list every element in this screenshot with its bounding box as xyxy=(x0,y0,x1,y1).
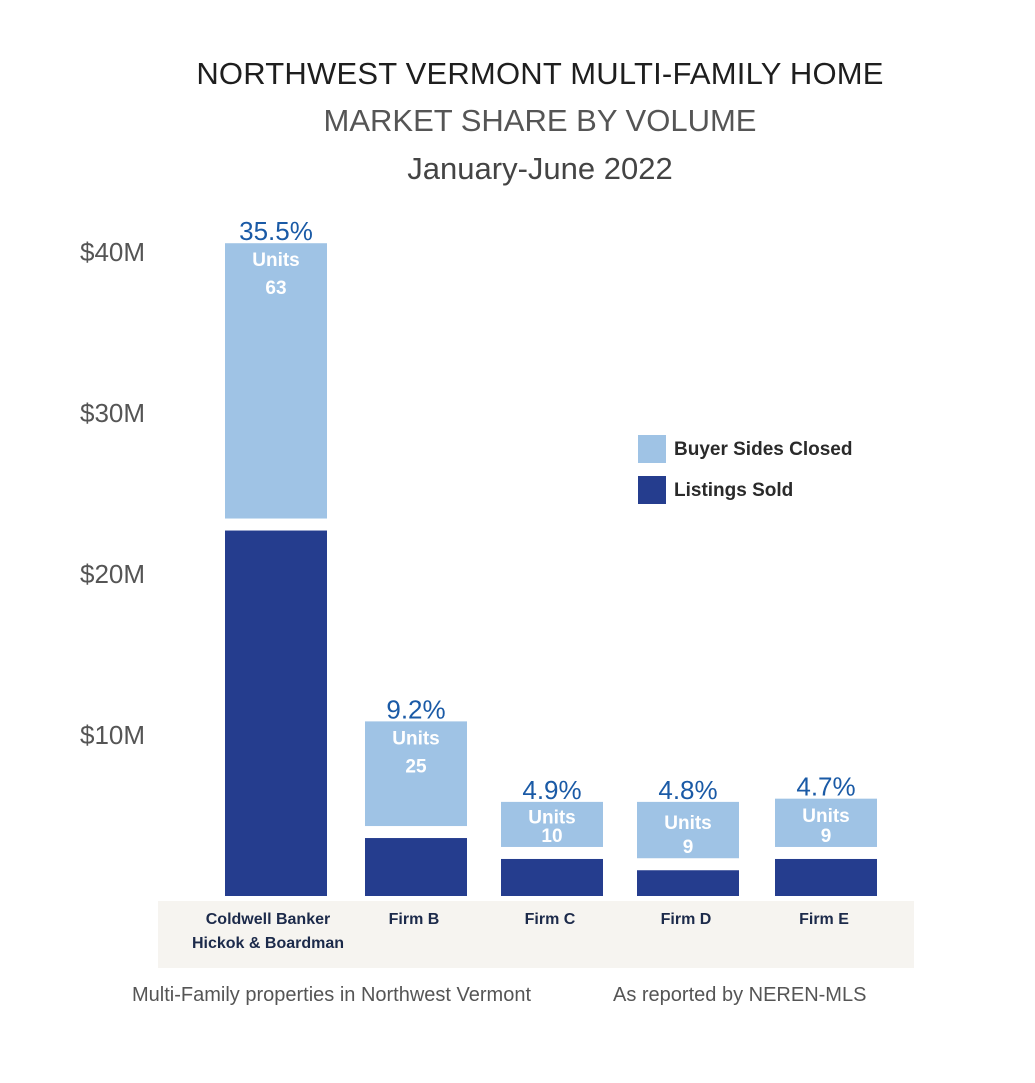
units-caption: Units xyxy=(392,728,440,749)
market-share-label: 9.2% xyxy=(386,694,445,724)
legend-label-listings-sold: Listings Sold xyxy=(674,480,793,501)
market-share-label: 4.9% xyxy=(522,775,581,805)
category-label: Hickok & Boardman xyxy=(192,935,344,952)
units-caption: Units xyxy=(664,813,712,834)
bar-buyer-sides-closed xyxy=(501,801,603,847)
bar-buyer-sides-closed xyxy=(775,798,877,847)
bar-listings-sold xyxy=(501,858,603,896)
units-value: 9 xyxy=(683,837,694,858)
category-label: Coldwell Banker xyxy=(206,911,330,928)
units-value: 9 xyxy=(821,826,832,847)
y-tick-label: $20M xyxy=(80,559,145,589)
legend-label-buyer-sides-closed: Buyer Sides Closed xyxy=(674,439,852,460)
category-label: Firm D xyxy=(661,911,712,928)
chart-subtitle: MARKET SHARE BY VOLUME xyxy=(323,103,757,138)
units-value: 10 xyxy=(541,826,562,847)
category-label: Firm C xyxy=(525,911,576,928)
units-caption: Units xyxy=(252,250,300,271)
footer-source-attribution: As reported by NEREN-MLS xyxy=(613,984,867,1006)
market-share-label: 35.5% xyxy=(239,216,313,246)
y-tick-label: $30M xyxy=(80,398,145,428)
bar-buyer-sides-closed xyxy=(225,243,327,519)
category-label: Firm E xyxy=(799,911,849,928)
bar-buyer-sides-closed xyxy=(637,801,739,859)
footer-source-scope: Multi-Family properties in Northwest Ver… xyxy=(132,984,532,1006)
bar-listings-sold xyxy=(225,530,327,896)
units-value: 25 xyxy=(405,756,427,777)
legend-swatch-buyer-sides-closed xyxy=(638,435,666,463)
bar-buyer-sides-closed xyxy=(365,721,467,827)
chart-title-block: NORTHWEST VERMONT MULTI-FAMILY HOME MARK… xyxy=(0,50,1035,194)
units-caption: Units xyxy=(802,806,850,827)
category-label: Firm B xyxy=(389,911,440,928)
market-share-label: 4.7% xyxy=(796,772,855,802)
chart-title: NORTHWEST VERMONT MULTI-FAMILY HOME xyxy=(196,56,884,91)
category-band xyxy=(158,901,914,968)
chart-date-range: January-June 2022 xyxy=(407,151,673,186)
units-caption: Units xyxy=(528,807,576,828)
y-tick-label: $40M xyxy=(80,237,145,267)
units-value: 63 xyxy=(265,278,286,299)
bar-listings-sold xyxy=(365,838,467,896)
bar-listings-sold xyxy=(637,870,739,896)
bar-listings-sold xyxy=(775,858,877,896)
y-tick-label: $10M xyxy=(80,720,145,750)
market-share-label: 4.8% xyxy=(658,775,717,805)
legend-swatch-listings-sold xyxy=(638,476,666,504)
